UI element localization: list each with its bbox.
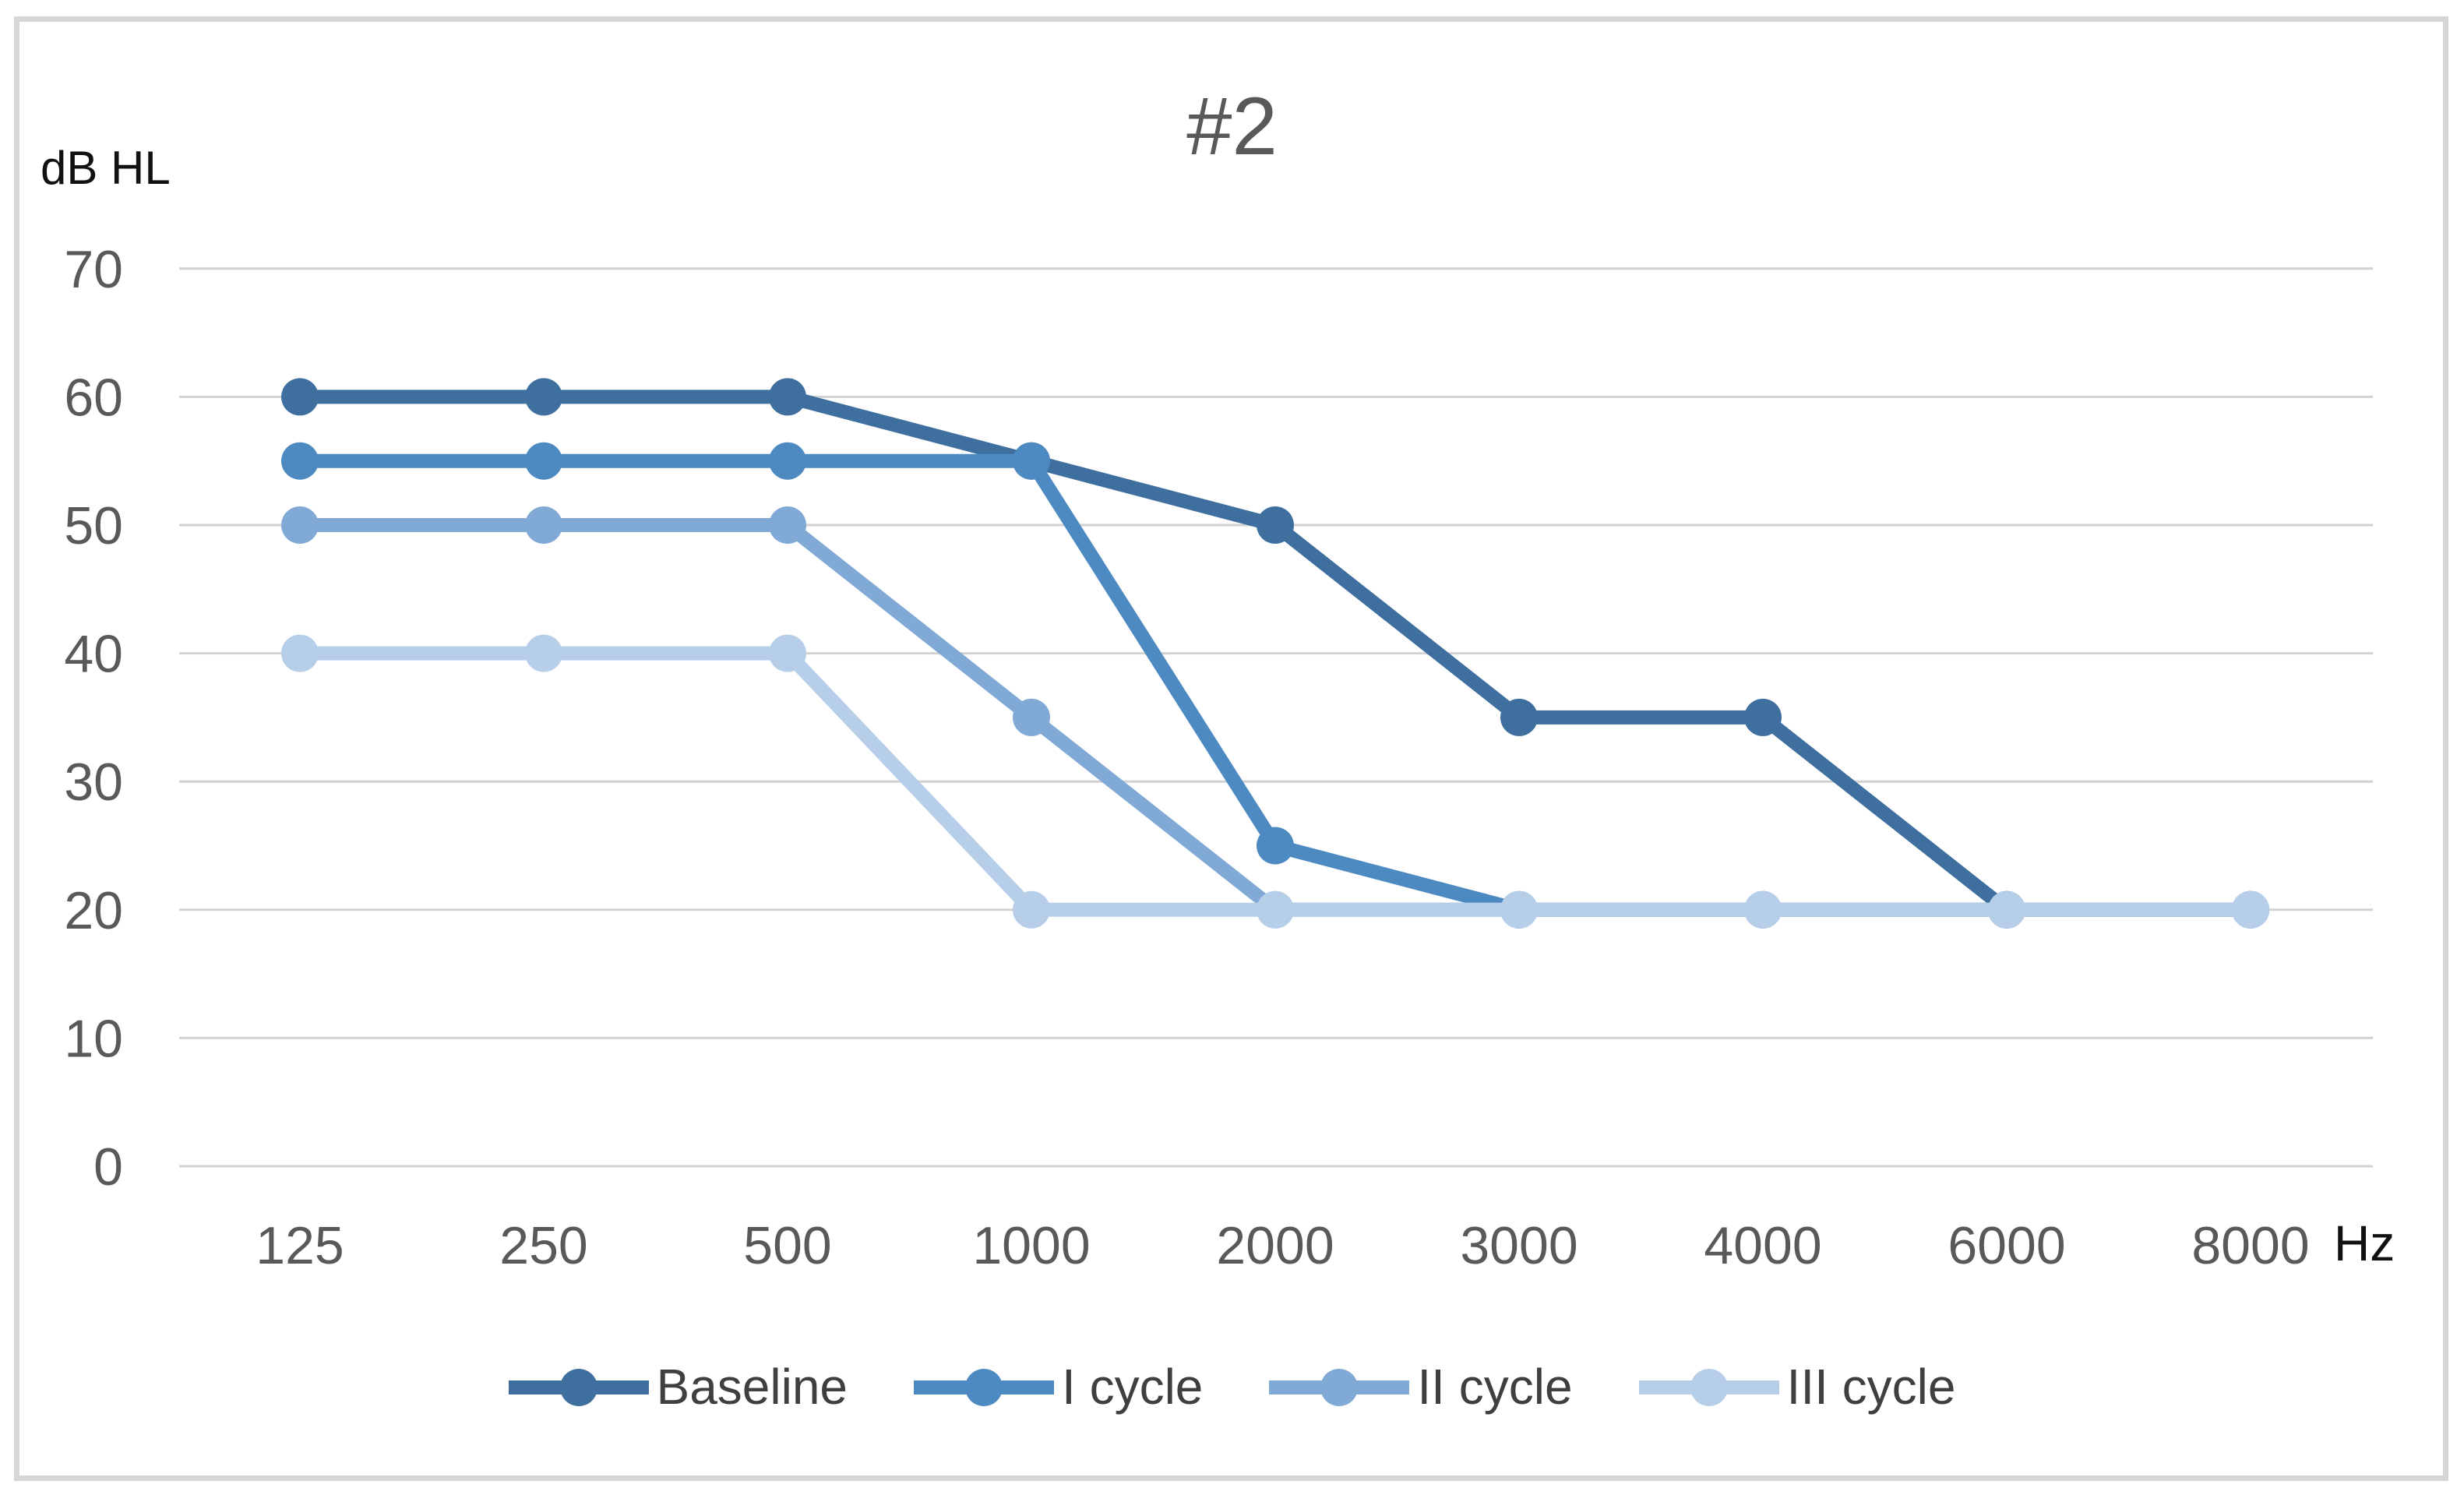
data-point [1013, 698, 1050, 736]
data-point [1744, 890, 1782, 929]
data-point [769, 378, 806, 416]
y-tick-label: 30 [64, 753, 123, 812]
legend-marker [508, 1367, 649, 1408]
data-point [1257, 890, 1294, 929]
data-point [2232, 890, 2269, 929]
legend-item: II cycle [1269, 1359, 1573, 1416]
y-tick-label: 70 [64, 240, 123, 299]
y-tick-label: 60 [64, 368, 123, 427]
x-tick-label: 2000 [1216, 1216, 1334, 1275]
y-tick-label: 20 [64, 881, 123, 940]
legend-label: I cycle [1062, 1359, 1204, 1415]
data-point [769, 634, 806, 672]
legend-item: III cycle [1638, 1359, 1956, 1416]
y-tick-label: 50 [64, 496, 123, 555]
chart-title: #2 [1186, 81, 1278, 172]
x-tick-label: 8000 [2191, 1216, 2309, 1275]
chart-frame [14, 16, 2448, 1481]
data-point [1500, 890, 1538, 929]
data-point [281, 442, 319, 480]
y-tick-label: 0 [93, 1137, 123, 1197]
data-point [281, 634, 319, 672]
data-point [1500, 698, 1538, 736]
data-point [281, 506, 319, 544]
x-tick-label: 125 [256, 1216, 344, 1275]
x-axis-unit-label: Hz [2334, 1215, 2395, 1271]
x-tick-label: 500 [743, 1216, 831, 1275]
legend-label: Baseline [656, 1359, 848, 1415]
x-tick-label: 3000 [1460, 1216, 1577, 1275]
data-point [525, 634, 562, 672]
y-tick-label: 40 [64, 625, 123, 684]
x-tick-label: 4000 [1704, 1216, 1821, 1275]
data-point [1013, 442, 1050, 480]
y-axis-label: dB HL [41, 142, 171, 194]
legend-item: I cycle [914, 1359, 1203, 1416]
data-point [1744, 698, 1782, 736]
x-tick-label: 1000 [972, 1216, 1090, 1275]
data-point [525, 442, 562, 480]
x-tick-label: 250 [499, 1216, 587, 1275]
data-point [1257, 827, 1294, 865]
data-point [525, 378, 562, 416]
data-point [769, 506, 806, 544]
legend-marker [1638, 1367, 1779, 1408]
legend: Baseline I cycle II cycle III cycle [0, 1359, 2464, 1416]
legend-label: II cycle [1417, 1359, 1573, 1415]
data-point [525, 506, 562, 544]
data-point [769, 442, 806, 480]
data-point [1257, 506, 1294, 544]
legend-marker [914, 1367, 1055, 1408]
legend-item: Baseline [508, 1359, 848, 1416]
data-point [281, 378, 319, 416]
x-tick-label: 6000 [1948, 1216, 2065, 1275]
legend-label: III cycle [1786, 1359, 1956, 1415]
y-tick-label: 10 [64, 1009, 123, 1068]
legend-marker [1269, 1367, 1410, 1408]
data-point [1988, 890, 2025, 929]
data-point [1013, 890, 1050, 929]
